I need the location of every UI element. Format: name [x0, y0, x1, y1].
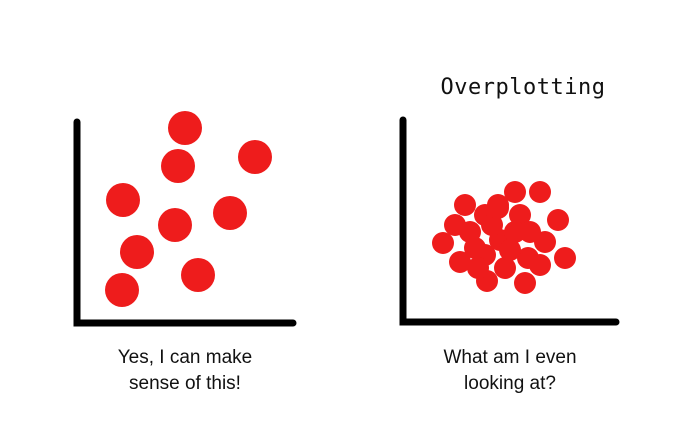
- point: [504, 181, 526, 203]
- sparse-points: [105, 111, 272, 307]
- point: [168, 111, 202, 145]
- point: [161, 149, 195, 183]
- point: [467, 257, 489, 279]
- point: [547, 209, 569, 231]
- point: [432, 232, 454, 254]
- left-panel: Yes, I can make sense of this!: [73, 111, 297, 394]
- caption: What am I even: [443, 347, 576, 368]
- axes: [399, 116, 620, 326]
- point: [499, 239, 521, 261]
- point: [514, 272, 536, 294]
- point: [449, 251, 471, 273]
- axes: [73, 118, 297, 327]
- caption: looking at?: [464, 373, 556, 394]
- point: [529, 254, 551, 276]
- point: [454, 194, 476, 216]
- point: [509, 204, 531, 226]
- point: [519, 221, 541, 243]
- point: [554, 247, 576, 269]
- point: [481, 214, 503, 236]
- point: [464, 237, 486, 259]
- point: [181, 258, 215, 292]
- point: [494, 257, 516, 279]
- point: [213, 196, 247, 230]
- point: [487, 197, 509, 219]
- panel-title: Overplotting: [441, 75, 606, 100]
- point: [158, 208, 192, 242]
- right-panel: Overplotting: [399, 75, 620, 394]
- caption: Yes, I can make: [118, 347, 252, 368]
- point: [105, 273, 139, 307]
- point: [106, 183, 140, 217]
- dense-points: [432, 181, 576, 294]
- point: [529, 181, 551, 203]
- caption: sense of this!: [129, 373, 241, 394]
- point: [444, 214, 466, 236]
- point: [238, 140, 272, 174]
- point: [120, 235, 154, 269]
